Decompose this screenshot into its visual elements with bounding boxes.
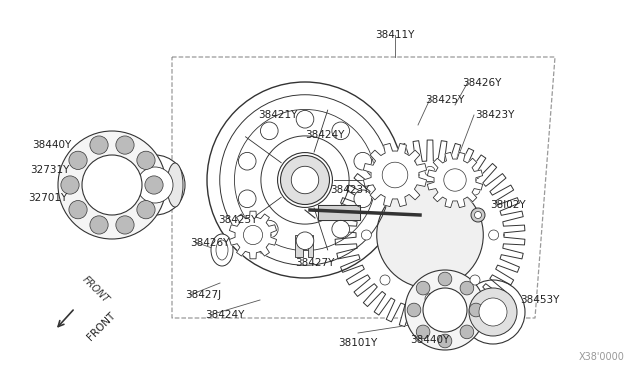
Text: FRONT: FRONT bbox=[85, 310, 117, 342]
Circle shape bbox=[460, 325, 474, 339]
Circle shape bbox=[291, 166, 319, 194]
Circle shape bbox=[377, 182, 483, 288]
Text: X38'0000: X38'0000 bbox=[579, 352, 625, 362]
Text: 38411Y: 38411Y bbox=[375, 30, 415, 40]
Circle shape bbox=[425, 166, 435, 176]
Circle shape bbox=[69, 151, 87, 169]
Circle shape bbox=[296, 232, 314, 250]
Circle shape bbox=[137, 151, 155, 169]
Circle shape bbox=[61, 176, 79, 194]
Polygon shape bbox=[229, 211, 276, 259]
Circle shape bbox=[362, 230, 371, 240]
Circle shape bbox=[380, 275, 390, 285]
Circle shape bbox=[380, 185, 390, 195]
Circle shape bbox=[460, 281, 474, 295]
Text: 38101Y: 38101Y bbox=[339, 338, 378, 348]
Circle shape bbox=[280, 155, 330, 205]
Circle shape bbox=[260, 220, 278, 238]
Circle shape bbox=[438, 334, 452, 348]
Ellipse shape bbox=[216, 240, 228, 260]
Text: 38440Y: 38440Y bbox=[32, 140, 71, 150]
Circle shape bbox=[489, 230, 499, 240]
Circle shape bbox=[382, 162, 408, 188]
Text: 38425Y: 38425Y bbox=[218, 215, 257, 225]
Circle shape bbox=[474, 212, 481, 218]
Circle shape bbox=[469, 303, 483, 317]
Circle shape bbox=[470, 185, 480, 195]
Circle shape bbox=[423, 288, 467, 332]
Circle shape bbox=[332, 220, 349, 238]
Circle shape bbox=[238, 153, 256, 170]
Text: 38453Y: 38453Y bbox=[520, 295, 559, 305]
Text: 38427Y: 38427Y bbox=[295, 258, 334, 268]
Circle shape bbox=[137, 201, 155, 219]
Text: 38424Y: 38424Y bbox=[205, 310, 244, 320]
Circle shape bbox=[207, 82, 403, 278]
Polygon shape bbox=[428, 153, 483, 208]
Text: FRONT: FRONT bbox=[80, 275, 111, 305]
Circle shape bbox=[470, 275, 480, 285]
Text: 38423Y: 38423Y bbox=[475, 110, 515, 120]
Bar bbox=[308, 235, 313, 257]
Circle shape bbox=[260, 122, 278, 140]
Circle shape bbox=[296, 110, 314, 128]
Text: 38426Y: 38426Y bbox=[462, 78, 501, 88]
Text: 38423Y: 38423Y bbox=[330, 185, 369, 195]
Text: 32731Y: 32731Y bbox=[30, 165, 69, 175]
Circle shape bbox=[137, 167, 173, 203]
Circle shape bbox=[407, 303, 421, 317]
Text: 38426Y: 38426Y bbox=[190, 238, 229, 248]
Circle shape bbox=[145, 176, 163, 194]
Polygon shape bbox=[318, 205, 360, 220]
Circle shape bbox=[116, 136, 134, 154]
Circle shape bbox=[354, 190, 372, 208]
Ellipse shape bbox=[167, 163, 183, 207]
Text: 38427J: 38427J bbox=[185, 290, 221, 300]
Text: 38440Y: 38440Y bbox=[410, 335, 450, 345]
Text: 38424Y: 38424Y bbox=[305, 130, 344, 140]
Circle shape bbox=[416, 281, 430, 295]
Circle shape bbox=[405, 270, 485, 350]
Text: 38I02Y: 38I02Y bbox=[490, 200, 525, 210]
Circle shape bbox=[479, 298, 507, 326]
Circle shape bbox=[438, 272, 452, 286]
Circle shape bbox=[116, 216, 134, 234]
Circle shape bbox=[90, 216, 108, 234]
Bar bbox=[295, 235, 303, 257]
Circle shape bbox=[243, 225, 262, 245]
Circle shape bbox=[354, 153, 372, 170]
Circle shape bbox=[471, 208, 485, 222]
Circle shape bbox=[90, 136, 108, 154]
Polygon shape bbox=[364, 143, 427, 206]
Circle shape bbox=[469, 288, 517, 336]
Circle shape bbox=[69, 201, 87, 219]
Polygon shape bbox=[335, 140, 525, 330]
Circle shape bbox=[461, 280, 525, 344]
Ellipse shape bbox=[211, 234, 233, 266]
Circle shape bbox=[238, 190, 256, 208]
Circle shape bbox=[444, 169, 466, 191]
Text: 32701Y: 32701Y bbox=[28, 193, 67, 203]
Circle shape bbox=[425, 294, 435, 304]
Circle shape bbox=[125, 155, 185, 215]
Text: 38421Y: 38421Y bbox=[258, 110, 298, 120]
Text: 38425Y: 38425Y bbox=[425, 95, 465, 105]
Circle shape bbox=[58, 131, 166, 239]
Circle shape bbox=[332, 122, 349, 140]
Circle shape bbox=[82, 155, 142, 215]
Circle shape bbox=[416, 325, 430, 339]
